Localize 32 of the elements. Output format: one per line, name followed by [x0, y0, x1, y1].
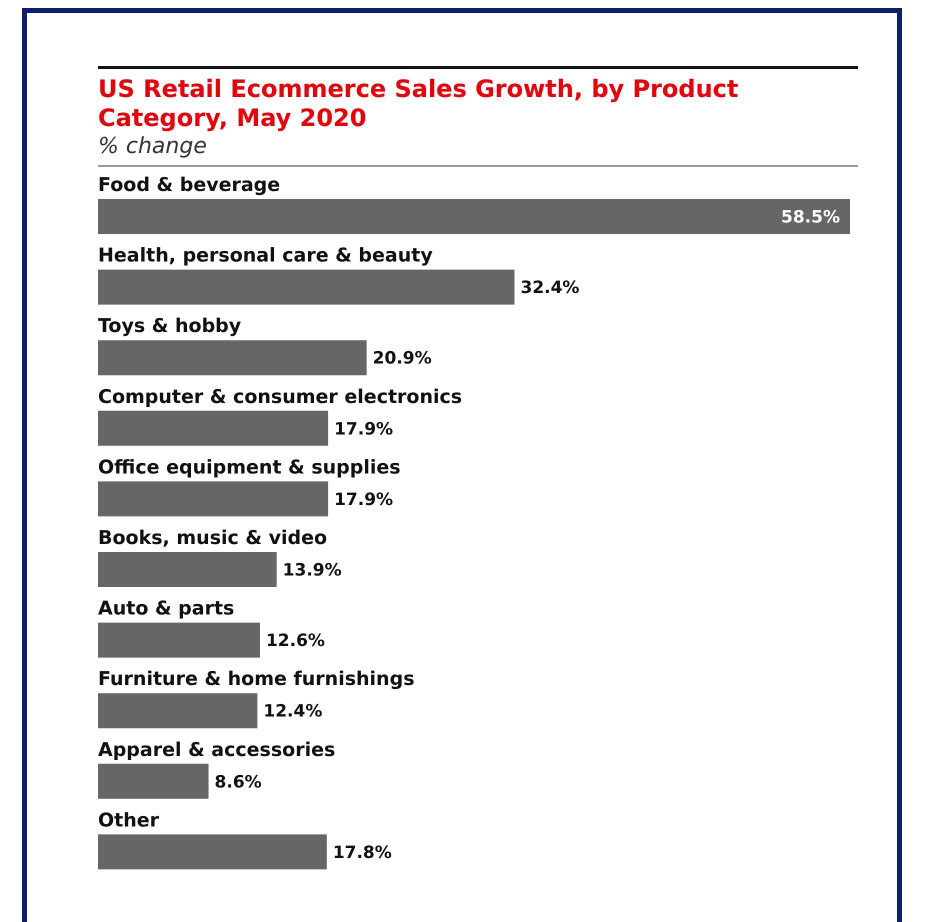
bar: [98, 410, 328, 446]
chart-title: US Retail Ecommerce Sales Growth, by Product Category, May 2020: [98, 75, 740, 133]
y-tick-label: Office equipment & supplies: [98, 456, 401, 478]
data-label: 12.6%: [266, 631, 325, 652]
y-tick-label: Furniture & home furnishings: [98, 668, 414, 690]
bar: [98, 552, 277, 587]
bar: [98, 622, 260, 658]
bar: [98, 270, 514, 305]
y-tick-label: Food & beverage: [98, 174, 280, 196]
data-label: 13.9%: [282, 560, 342, 580]
data-label: 32.4%: [520, 278, 580, 298]
data-label: 17.8%: [332, 842, 392, 863]
bar: [98, 764, 209, 799]
y-tick-label: Other: [98, 809, 160, 832]
y-tick-label: Auto & parts: [98, 598, 234, 620]
data-label: 12.4%: [263, 702, 322, 722]
bar: [98, 834, 327, 870]
bar: [98, 693, 258, 728]
data-label: 17.9%: [334, 490, 394, 510]
data-label: 17.9%: [334, 419, 394, 440]
y-tick-label: Apparel & accessories: [98, 738, 336, 761]
data-label: 20.9%: [372, 348, 432, 369]
y-tick-label: Toys & hobby: [98, 315, 242, 338]
bar: [98, 481, 328, 516]
data-label: 8.6%: [214, 772, 262, 792]
y-tick-label: Computer & consumer electronics: [98, 386, 462, 408]
data-label: 58.5%: [781, 208, 840, 228]
bar: [98, 340, 367, 376]
chart-subtitle: % change: [98, 133, 208, 161]
y-tick-label: Health, personal care & beauty: [98, 244, 434, 267]
y-tick-label: Books, music & video: [98, 527, 328, 549]
bar: [98, 199, 850, 234]
